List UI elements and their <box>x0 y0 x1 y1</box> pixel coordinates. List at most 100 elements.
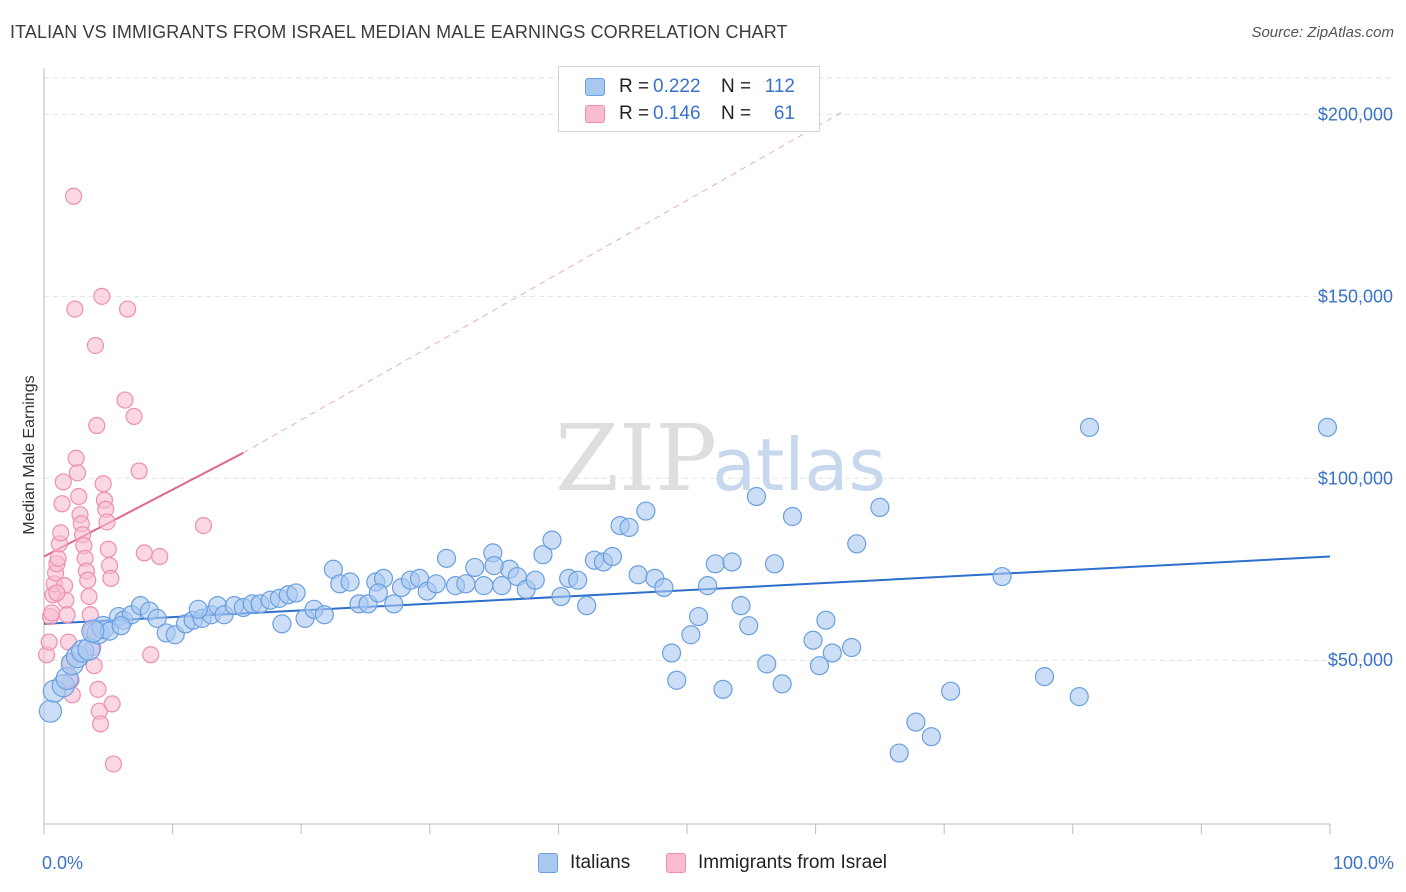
y-tick-label: $50,000 <box>1328 650 1393 670</box>
y-tick-label: $150,000 <box>1318 286 1393 306</box>
x-tick-label-end: 100.0% <box>1333 853 1394 873</box>
israel-point <box>103 695 121 713</box>
italians-point <box>38 699 63 723</box>
israel-point <box>104 755 123 773</box>
italians-point <box>746 486 767 507</box>
israel-point <box>135 544 153 562</box>
israel-point <box>151 547 169 566</box>
italians-point <box>1317 417 1338 437</box>
israel-point <box>52 524 70 542</box>
italians-swatch <box>585 78 605 96</box>
italians-point <box>772 674 792 694</box>
legend-item-italians[interactable]: Italians <box>538 852 630 874</box>
legend-row-israel: R = 0.146 N = 61 <box>585 103 795 125</box>
italians-point <box>525 570 545 590</box>
italians-point <box>661 643 682 663</box>
israel-point <box>67 449 85 467</box>
israel-point <box>40 633 58 651</box>
israel-point <box>86 336 105 355</box>
italians-point <box>842 637 862 658</box>
italians-point <box>764 554 785 574</box>
italians-point <box>286 583 306 603</box>
israel-point <box>99 540 117 558</box>
italians-point <box>870 497 890 518</box>
r-value: 0.146 <box>653 103 701 124</box>
israel-point <box>54 473 72 491</box>
italians-point <box>602 546 623 567</box>
italians-point <box>577 596 597 616</box>
italians-point <box>667 670 687 690</box>
israel-point <box>58 606 76 624</box>
y-tick-label: $200,000 <box>1318 104 1393 124</box>
n-value: 61 <box>773 103 795 124</box>
israel-point <box>43 604 61 622</box>
n-label: N = <box>721 103 752 124</box>
grid-lines <box>44 77 1394 661</box>
israel-point <box>130 462 148 480</box>
italians-point <box>809 656 830 676</box>
italians-point <box>906 712 926 732</box>
italians-point <box>705 554 725 574</box>
israel-point <box>98 513 116 531</box>
israel-point <box>66 300 84 318</box>
italians-point <box>1079 417 1100 437</box>
stats-legend: R = 0.222 N = 112 R = 0.146 N = 61 <box>558 66 820 132</box>
israel-point <box>94 475 112 493</box>
x-tick-labels: 0.0% 100.0% <box>42 853 1394 873</box>
legend-item-israel[interactable]: Immigrants from Israel <box>666 852 887 874</box>
israel-point <box>194 516 213 535</box>
italians-point <box>272 614 292 634</box>
italians-points <box>38 417 1338 763</box>
r-label: R = <box>619 76 650 97</box>
chart-title: ITALIAN VS IMMIGRANTS FROM ISRAEL MEDIAN… <box>10 22 788 42</box>
italians-point <box>465 557 485 578</box>
n-label: N = <box>721 76 752 97</box>
italians-point <box>456 574 476 594</box>
italians-point <box>436 548 457 568</box>
italians-point <box>921 727 941 747</box>
israel-point <box>118 300 137 318</box>
italians-point <box>688 606 709 627</box>
israel-point <box>53 495 71 513</box>
italians-point <box>551 586 571 607</box>
italians-point <box>619 517 639 538</box>
italians-point <box>1069 687 1089 707</box>
italians-point <box>368 583 388 603</box>
israel-legend-swatch <box>666 853 686 873</box>
israel-point <box>116 391 134 409</box>
italians-point <box>314 605 334 625</box>
italians-point <box>1034 667 1055 687</box>
italians-point <box>484 556 504 576</box>
r-label: R = <box>619 103 650 124</box>
italians-point <box>340 572 360 592</box>
israel-point <box>89 680 107 698</box>
italians-point <box>782 506 803 527</box>
legend-row-italians: R = 0.222 N = 112 <box>585 76 795 98</box>
italians-legend-swatch <box>538 853 558 873</box>
source-label: Source: ZipAtlas.com <box>1251 24 1394 41</box>
italians-point <box>533 545 553 565</box>
israel-point <box>88 416 106 435</box>
italians-point <box>731 596 751 616</box>
israel-point <box>48 584 66 602</box>
italians-point <box>188 599 208 619</box>
italians-point <box>681 625 701 645</box>
israel-point <box>91 715 110 733</box>
italians-point <box>426 574 446 594</box>
israel-point <box>68 464 87 482</box>
x-tick-label-start: 0.0% <box>42 853 83 873</box>
italians-point <box>111 616 131 636</box>
series-legend: Italians Immigrants from Israel <box>0 852 1406 876</box>
italians-point <box>822 643 842 663</box>
israel-point <box>49 549 67 567</box>
italians-point <box>889 743 909 763</box>
italians-point <box>847 534 867 554</box>
israel-point <box>142 646 160 664</box>
r-value: 0.222 <box>653 76 701 97</box>
italians-point <box>941 681 961 701</box>
italians-point <box>713 679 733 699</box>
italians-point <box>739 616 759 636</box>
y-tick-label: $100,000 <box>1318 468 1393 488</box>
italians-point <box>654 577 674 598</box>
